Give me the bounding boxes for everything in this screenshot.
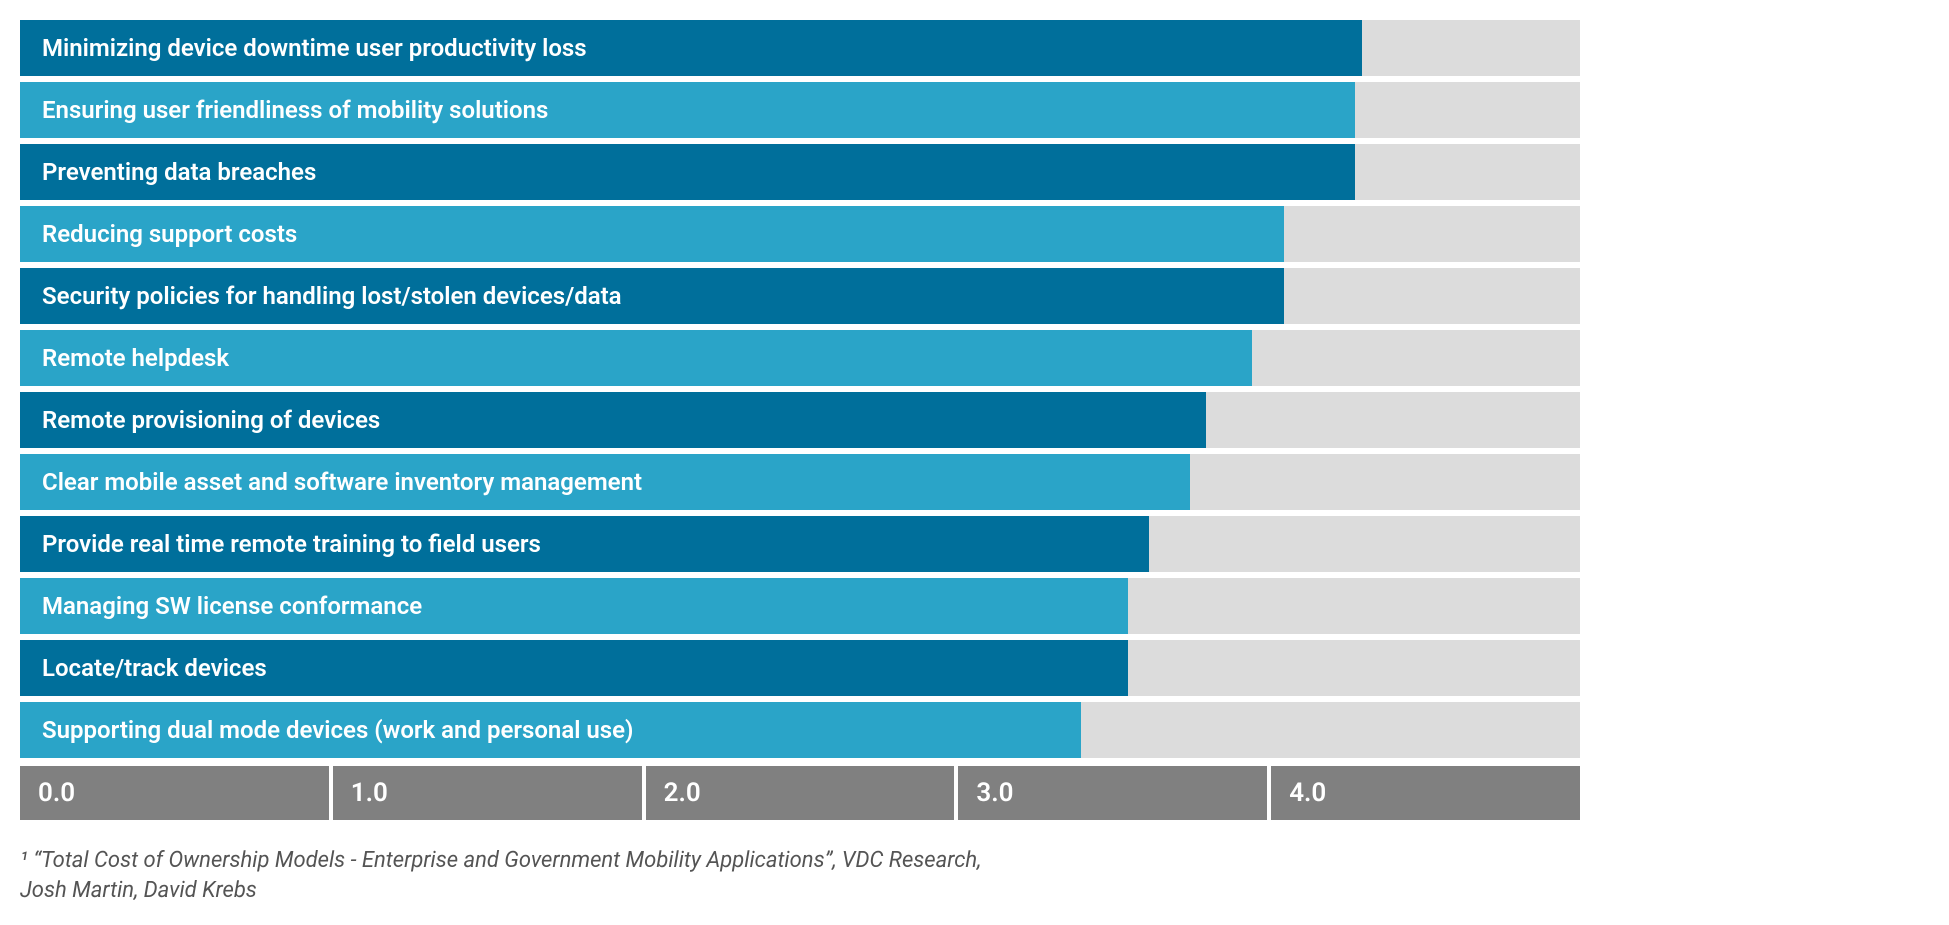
bar-row: Managing SW license conformance xyxy=(20,578,1580,634)
bar-fill: Preventing data breaches xyxy=(20,144,1355,200)
bar-chart: Minimizing device downtime user producti… xyxy=(20,20,1580,905)
bar-fill: Minimizing device downtime user producti… xyxy=(20,20,1362,76)
bar-fill: Clear mobile asset and software inventor… xyxy=(20,454,1190,510)
x-axis: 0.01.02.03.04.0 xyxy=(20,766,1580,820)
bar-label: Remote helpdesk xyxy=(42,344,229,372)
bar-label: Supporting dual mode devices (work and p… xyxy=(42,716,633,744)
bar-row: Minimizing device downtime user producti… xyxy=(20,20,1580,76)
axis-tick: 4.0 xyxy=(1271,766,1580,820)
bar-label: Minimizing device downtime user producti… xyxy=(42,34,587,62)
bar-fill: Ensuring user friendliness of mobility s… xyxy=(20,82,1355,138)
bar-row: Remote provisioning of devices xyxy=(20,392,1580,448)
bar-row: Security policies for handling lost/stol… xyxy=(20,268,1580,324)
bar-label: Provide real time remote training to fie… xyxy=(42,530,541,558)
axis-tick: 3.0 xyxy=(958,766,1267,820)
bar-label: Ensuring user friendliness of mobility s… xyxy=(42,96,548,124)
bar-row: Clear mobile asset and software inventor… xyxy=(20,454,1580,510)
bar-row: Reducing support costs xyxy=(20,206,1580,262)
bar-fill: Remote provisioning of devices xyxy=(20,392,1206,448)
bar-label: Remote provisioning of devices xyxy=(42,406,380,434)
bar-fill: Reducing support costs xyxy=(20,206,1284,262)
bar-label: Clear mobile asset and software inventor… xyxy=(42,468,642,496)
bar-row: Preventing data breaches xyxy=(20,144,1580,200)
bar-label: Security policies for handling lost/stol… xyxy=(42,282,622,310)
bar-fill: Locate/track devices xyxy=(20,640,1128,696)
bar-fill: Managing SW license conformance xyxy=(20,578,1128,634)
axis-tick: 2.0 xyxy=(646,766,955,820)
bar-row: Remote helpdesk xyxy=(20,330,1580,386)
bar-row: Locate/track devices xyxy=(20,640,1580,696)
bar-fill: Security policies for handling lost/stol… xyxy=(20,268,1284,324)
bar-label: Preventing data breaches xyxy=(42,158,316,186)
bar-row: Provide real time remote training to fie… xyxy=(20,516,1580,572)
footnote: ¹ “Total Cost of Ownership Models - Ente… xyxy=(20,846,1020,905)
bar-list: Minimizing device downtime user producti… xyxy=(20,20,1580,758)
bar-fill: Provide real time remote training to fie… xyxy=(20,516,1149,572)
bar-label: Managing SW license conformance xyxy=(42,592,422,620)
bar-row: Supporting dual mode devices (work and p… xyxy=(20,702,1580,758)
bar-label: Reducing support costs xyxy=(42,220,297,248)
bar-row: Ensuring user friendliness of mobility s… xyxy=(20,82,1580,138)
axis-tick: 0.0 xyxy=(20,766,329,820)
axis-tick: 1.0 xyxy=(333,766,642,820)
bar-label: Locate/track devices xyxy=(42,654,267,682)
bar-fill: Supporting dual mode devices (work and p… xyxy=(20,702,1081,758)
bar-fill: Remote helpdesk xyxy=(20,330,1252,386)
